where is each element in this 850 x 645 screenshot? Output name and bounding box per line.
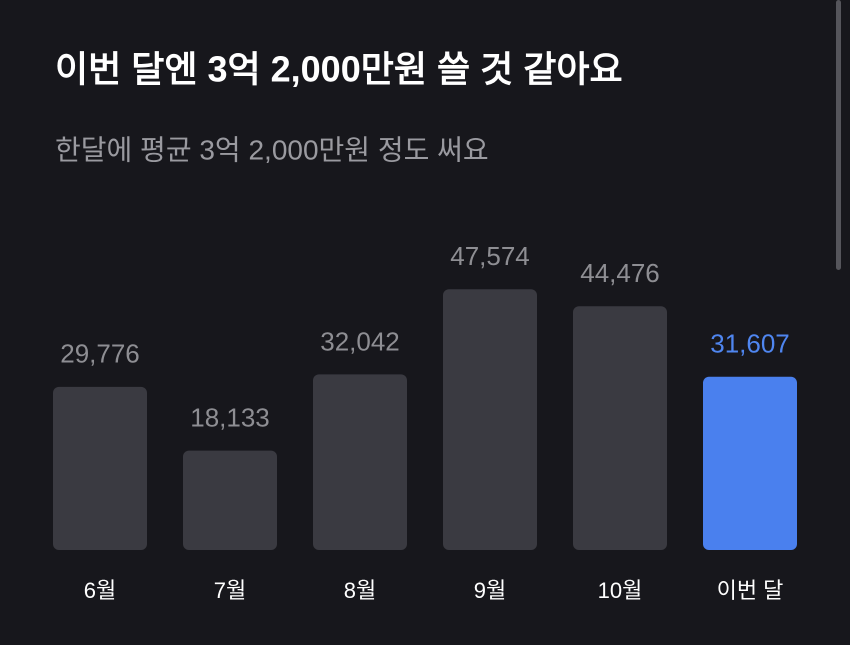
chart-title: 이번 달엔 3억 2,000만원 쓸 것 같아요 [55, 49, 623, 90]
x-tick-label: 10월 [598, 578, 643, 603]
x-tick-label: 이번 달 [717, 578, 784, 603]
x-tick-label: 9월 [474, 578, 506, 603]
bar [53, 386, 147, 550]
x-tick-label: 7월 [214, 578, 246, 603]
x-tick-label: 8월 [344, 578, 376, 603]
value-label: 31,607 [710, 329, 790, 359]
bar [443, 289, 537, 550]
value-label: 29,776 [60, 339, 140, 369]
bar [183, 450, 277, 550]
chart-subtitle: 한달에 평균 3억 2,000만원 정도 써요 [55, 134, 489, 165]
x-tick-label: 6월 [84, 578, 116, 603]
bar [573, 306, 667, 550]
value-label: 44,476 [580, 258, 660, 288]
scrollbar [836, 0, 841, 270]
bar [313, 374, 407, 550]
value-label: 47,574 [450, 241, 530, 271]
bar [703, 376, 797, 550]
value-label: 32,042 [320, 326, 400, 356]
value-label: 18,133 [190, 403, 270, 433]
